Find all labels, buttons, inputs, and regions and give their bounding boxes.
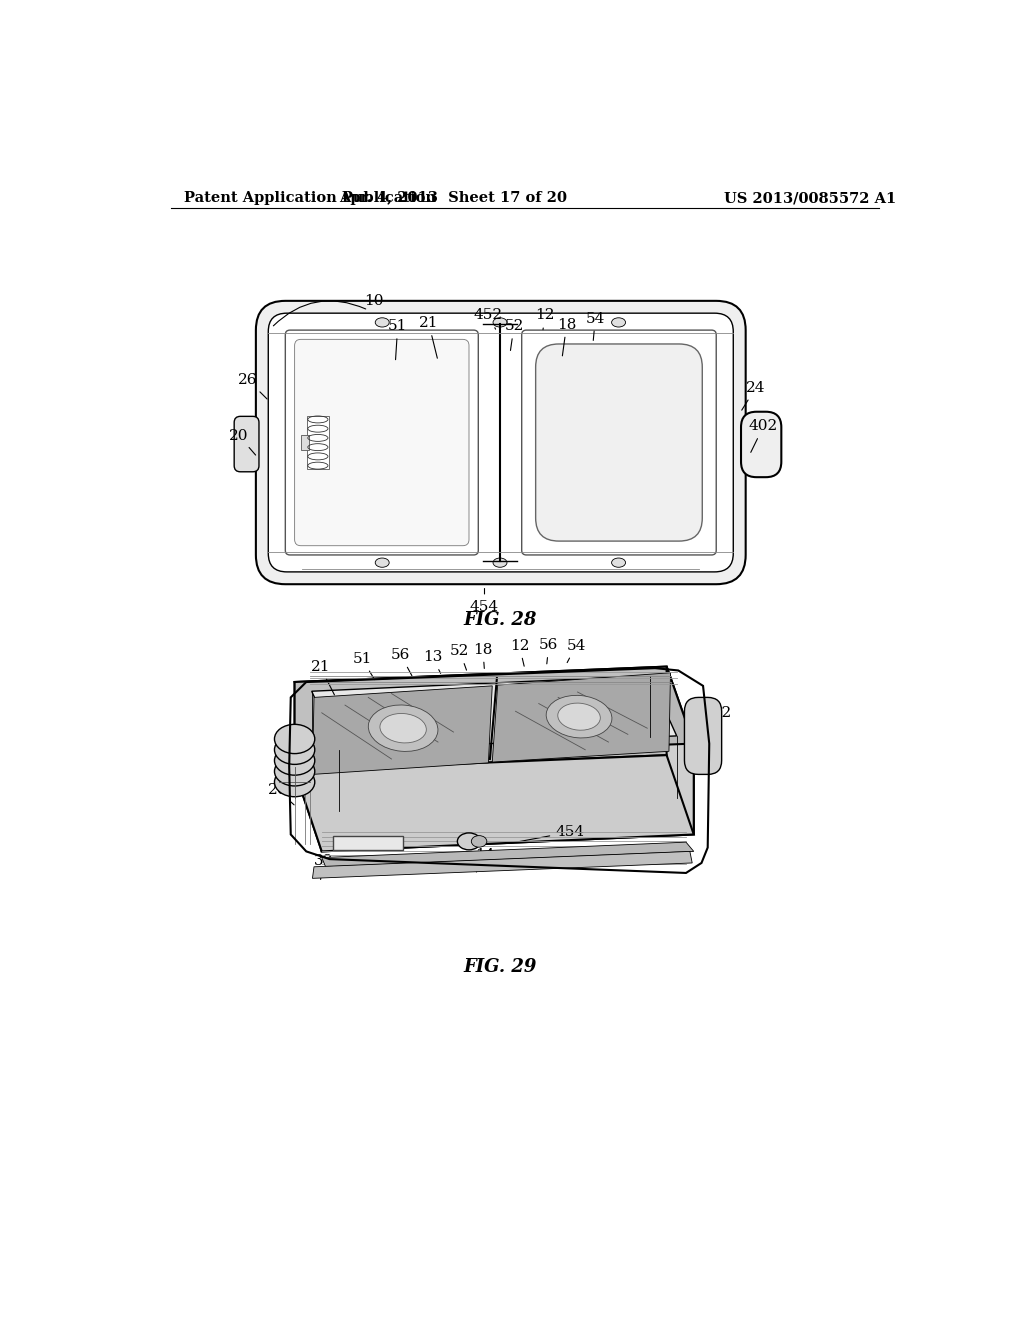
Text: FIG. 29: FIG. 29 [463,958,537,975]
FancyBboxPatch shape [295,339,469,545]
Text: 20: 20 [268,783,294,805]
Text: 402: 402 [749,420,778,453]
Text: 51: 51 [388,319,408,359]
Text: 452: 452 [474,309,503,329]
Text: 454: 454 [511,825,585,843]
Bar [301,434,308,450]
Polygon shape [311,676,677,750]
Text: 12: 12 [510,639,529,667]
FancyBboxPatch shape [234,416,259,471]
FancyBboxPatch shape [268,313,733,572]
FancyBboxPatch shape [536,345,702,541]
Ellipse shape [369,705,438,751]
FancyBboxPatch shape [286,330,478,554]
Text: US 2013/0085572 A1: US 2013/0085572 A1 [724,191,896,206]
Polygon shape [667,667,693,834]
Text: 21: 21 [419,317,438,358]
Text: 13: 13 [423,651,442,673]
Ellipse shape [546,696,612,738]
Ellipse shape [558,704,600,730]
Polygon shape [295,682,322,851]
FancyBboxPatch shape [684,697,722,775]
Ellipse shape [274,735,314,764]
Polygon shape [493,673,671,762]
Bar [307,416,329,470]
Text: 10: 10 [365,294,384,308]
Text: 14: 14 [475,849,495,873]
Text: 18: 18 [473,643,493,668]
Ellipse shape [458,833,480,850]
Polygon shape [295,667,667,771]
Polygon shape [295,667,693,758]
Ellipse shape [375,318,389,327]
Text: 54: 54 [586,312,605,341]
Ellipse shape [380,714,426,743]
Text: 52: 52 [450,644,469,671]
Bar [334,836,403,850]
Ellipse shape [375,558,389,568]
Ellipse shape [274,725,314,754]
Ellipse shape [611,318,626,327]
Ellipse shape [274,767,314,797]
Text: Patent Application Publication: Patent Application Publication [183,191,436,206]
Text: Apr. 4, 2013  Sheet 17 of 20: Apr. 4, 2013 Sheet 17 of 20 [340,191,567,206]
Ellipse shape [493,318,507,327]
Text: 24: 24 [741,381,766,411]
FancyBboxPatch shape [256,301,745,585]
FancyBboxPatch shape [521,330,716,554]
Text: 12: 12 [536,309,555,330]
Text: 56: 56 [540,638,558,664]
Ellipse shape [611,558,626,568]
Polygon shape [312,686,493,775]
Ellipse shape [493,558,507,568]
Text: 38: 38 [313,854,333,879]
Text: 54: 54 [566,639,586,663]
Polygon shape [322,842,693,867]
Ellipse shape [274,746,314,775]
Text: FIG. 28: FIG. 28 [463,611,537,630]
Text: 56: 56 [391,648,412,676]
Text: 454: 454 [470,589,499,614]
Text: 20: 20 [229,429,256,455]
Text: 51: 51 [352,652,375,680]
Polygon shape [322,743,693,851]
Text: 26: 26 [239,374,267,399]
Text: 402: 402 [694,706,731,741]
Ellipse shape [471,836,486,847]
Ellipse shape [274,756,314,785]
Text: 18: 18 [557,318,577,356]
Polygon shape [295,755,693,851]
FancyBboxPatch shape [741,412,781,478]
Text: 21: 21 [310,660,335,694]
Polygon shape [312,851,692,878]
Text: 52: 52 [504,319,523,350]
